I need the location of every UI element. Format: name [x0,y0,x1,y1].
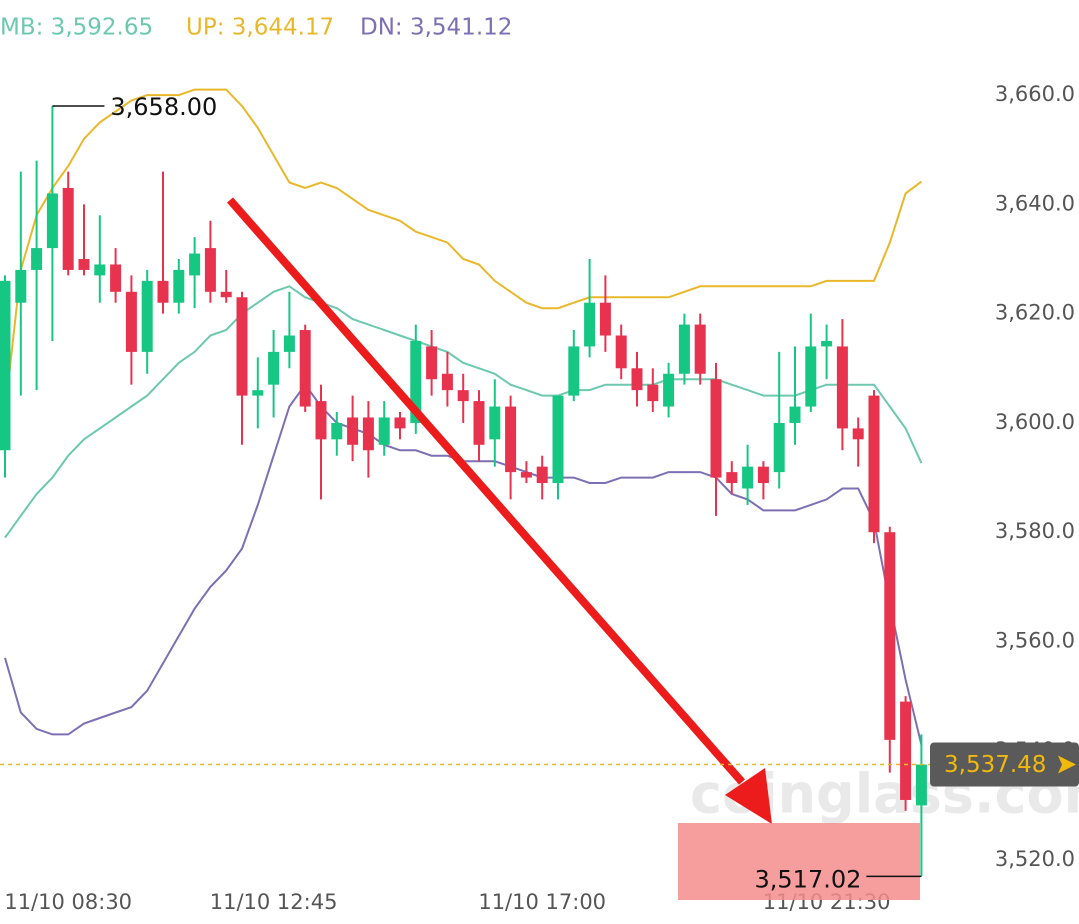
candle-body [900,701,912,800]
candle-body [663,373,675,407]
candle-body [0,280,11,451]
band-line [4,285,923,539]
candle-body [852,428,864,440]
candle-body [505,406,517,473]
candle-body [536,466,548,484]
candle-body [410,340,422,423]
candle-body [220,291,232,298]
candle-body [268,351,280,385]
candle-body [694,324,706,374]
candle-body [331,422,343,440]
candle-body [110,264,122,292]
candle-body [599,302,611,336]
candle-body [394,417,406,429]
candle-body [615,335,627,369]
low-marker-label: 3,517.02 [755,865,862,893]
candle-body [489,406,501,440]
candle-body [757,466,769,484]
candle-body [915,764,927,806]
legend-entry: DN: 3,541.12 [360,15,512,41]
legend-entry: UP: 3,644.17 [186,15,334,41]
candle-body [141,280,153,352]
band-line [4,88,922,413]
candle-body [189,253,201,276]
candle-body [236,297,248,396]
candle-body [31,248,43,270]
price-tag-arrow [1058,755,1076,774]
candle-body [378,417,390,445]
trend-arrow [226,197,746,785]
x-tick-label: 11/10 08:30 [4,890,132,914]
candle-body [742,466,754,489]
candle-body [805,346,817,407]
x-tick-label: 11/10 12:45 [210,890,338,914]
candle-body [78,259,90,270]
candle-body [552,395,564,484]
candle-body [347,417,359,445]
candle-body [46,193,58,249]
arrow-head [725,768,772,824]
candle-body [647,384,659,402]
candle-body [173,269,185,303]
x-tick-label: 11/10 17:00 [478,890,606,914]
y-tick-label: 3,620.0 [995,301,1075,325]
candle-body [868,395,880,533]
candle-body [726,472,738,484]
candle-body [584,302,596,347]
y-tick-label: 3,560.0 [995,628,1075,652]
candle-body [15,269,27,303]
candle-body [441,373,453,391]
high-marker-label: 3,658.00 [110,93,217,121]
candle-body [821,340,833,347]
candle-body [710,379,722,478]
y-tick-label: 3,600.0 [995,410,1075,434]
y-tick-label: 3,580.0 [995,519,1075,543]
candle-body [678,324,690,374]
candle-body [773,422,785,473]
price-tag [930,742,1079,787]
candle-body [157,280,169,303]
candle-body [457,390,469,402]
candle-body [299,330,311,407]
y-tick-label: 3,660.0 [995,82,1075,106]
candle-body [789,406,801,423]
y-tick-label: 3,520.0 [995,847,1075,871]
price-tag-label: 3,537.48 [944,752,1046,778]
candle-body [125,291,137,352]
candle-body [520,472,532,478]
y-tick-label: 3,640.0 [995,191,1075,215]
legend-entry: MB: 3,592.65 [0,15,153,41]
candle-body [94,264,106,276]
candle-body [884,532,896,740]
candle-body [252,390,264,396]
candle-body [568,346,580,396]
candle-body [631,368,643,391]
candle-body [426,346,438,380]
candle-body [283,335,295,352]
candle-body [204,248,216,292]
candle-body [62,187,74,270]
target-zone [678,823,920,900]
candle-body [362,417,374,451]
candle-body [836,346,848,429]
candle-body [315,401,327,440]
candle-body [473,401,485,445]
